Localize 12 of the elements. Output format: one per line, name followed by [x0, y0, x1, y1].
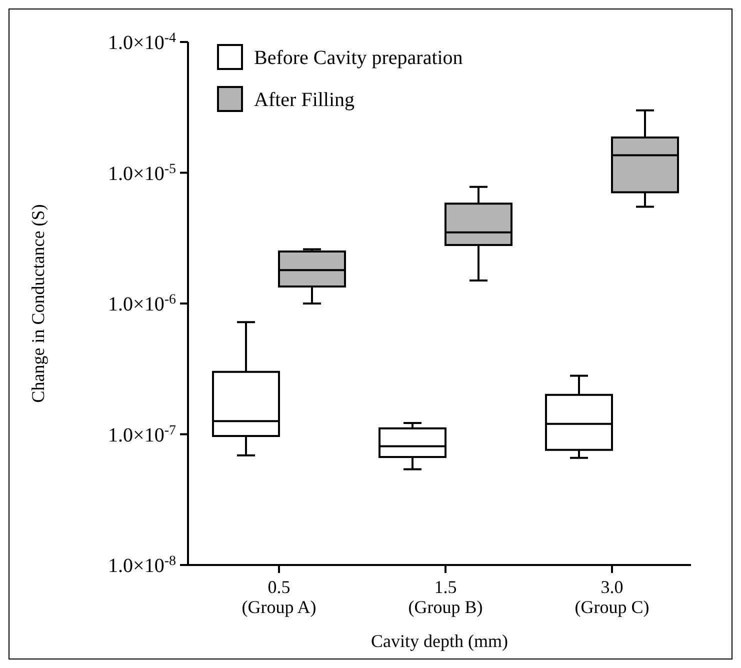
x-tick-label: 1.5 (Group B) [408, 577, 483, 617]
y-axis-title: Change in Conductance (S) [28, 204, 48, 403]
y-tick-label: 1.0×10$^{-6}$ [108, 292, 176, 316]
y-tick-label: 1.0×10$^{-5}$ [108, 161, 176, 185]
x-tick-label: 0.5 (Group A) [242, 577, 316, 617]
legend-label: After Filling [254, 89, 355, 111]
x-axis-title: Cavity depth (mm) [371, 631, 508, 651]
y-tick-label: 1.0×10$^{-8}$ [108, 554, 176, 577]
y-tick-label: 1.0×10$^{-7}$ [108, 422, 176, 446]
y-tick-label: 1.0×10$^{-4}$ [108, 30, 176, 54]
legend-label: Before Cavity preparation [254, 47, 463, 69]
x-tick-label: 3.0 (Group C) [574, 577, 650, 617]
